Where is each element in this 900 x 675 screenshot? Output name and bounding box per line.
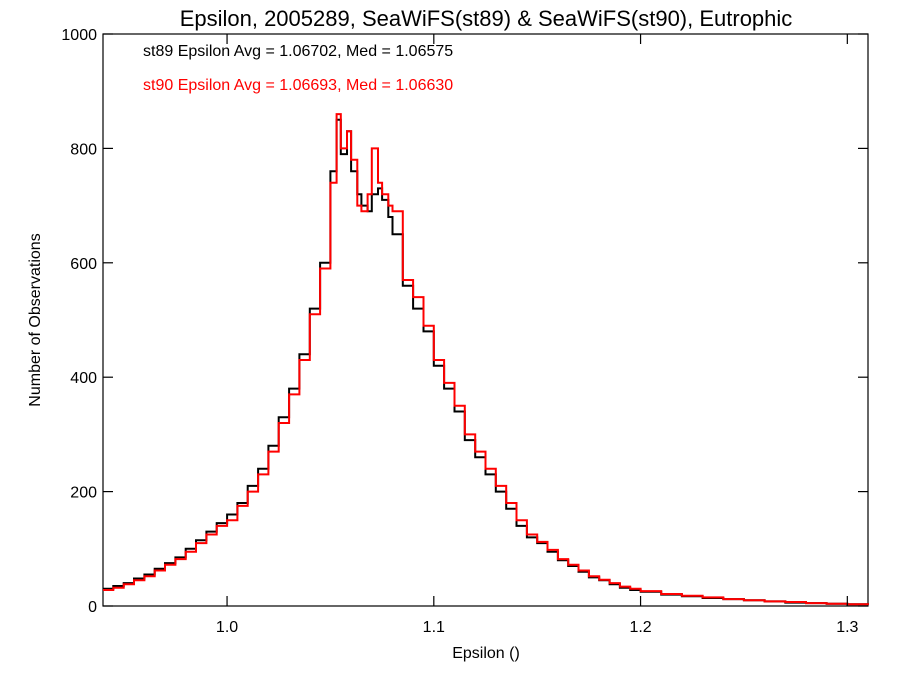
chart-title: Epsilon, 2005289, SeaWiFS(st89) & SeaWiF… [180, 6, 793, 31]
ticks-layer: 1.0 1.1 1.2 1.3 0 200 400 600 800 1000 [61, 27, 868, 636]
x-tick-label: 1.0 [216, 619, 238, 636]
y-tick-label: 800 [70, 141, 97, 158]
x-tick-label: 1.3 [836, 619, 858, 636]
x-tick-label: 1.1 [423, 619, 445, 636]
series-line-st89 [103, 118, 869, 606]
annotation-st89: st89 Epsilon Avg = 1.06702, Med = 1.0657… [143, 43, 453, 60]
plot-area: 1.0 1.1 1.2 1.3 0 200 400 600 800 1000 [61, 27, 869, 636]
y-tick-label: 1000 [61, 27, 97, 44]
y-axis-label: Number of Observations [27, 233, 44, 406]
x-axis-label: Epsilon () [452, 645, 520, 662]
series-layer [103, 113, 869, 606]
y-tick-label: 400 [70, 370, 97, 387]
y-tick-label: 0 [88, 599, 97, 616]
x-tick-label: 1.2 [629, 619, 651, 636]
series-line-st90 [103, 113, 869, 606]
annotation-st90: st90 Epsilon Avg = 1.06693, Med = 1.0663… [143, 77, 453, 94]
y-tick-label: 600 [70, 256, 97, 273]
y-tick-label: 200 [70, 485, 97, 502]
plot-frame [102, 33, 869, 607]
